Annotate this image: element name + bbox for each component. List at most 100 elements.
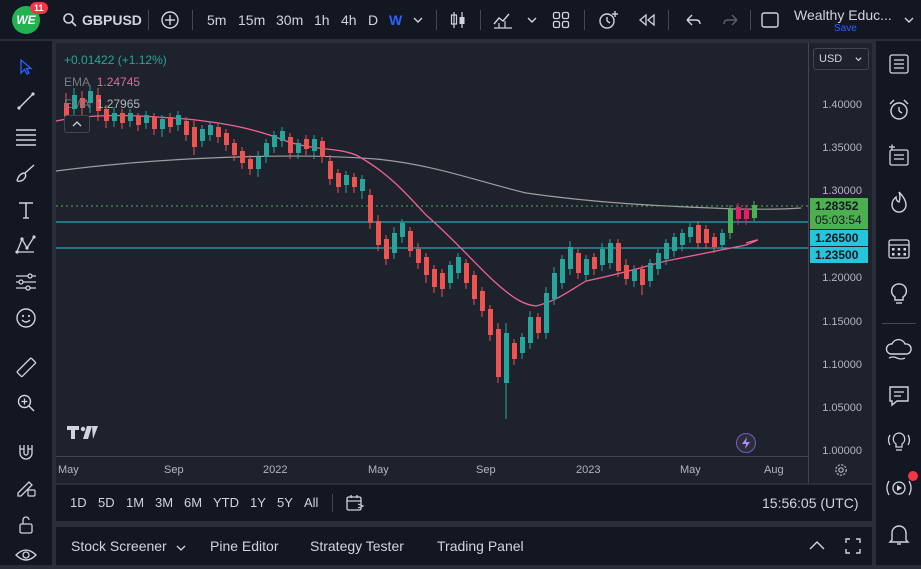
- cursor-tool[interactable]: [12, 53, 40, 81]
- range-1y[interactable]: 1Y: [250, 495, 266, 510]
- emoji-tool[interactable]: [12, 304, 40, 332]
- price-plot-area[interactable]: +0.01422 (+1.12%) EMA 1.24745 EMA 1.2796…: [56, 43, 808, 456]
- timeframe-4h[interactable]: 4h: [341, 12, 357, 28]
- chat-icon: [889, 386, 909, 407]
- replay-button[interactable]: [637, 0, 657, 40]
- watchlist-button[interactable]: [884, 49, 914, 79]
- range-all[interactable]: All: [304, 495, 319, 510]
- broadcast-bulb-icon: [887, 432, 911, 451]
- redo-button[interactable]: [722, 0, 740, 40]
- grid-layout-icon: [552, 11, 570, 29]
- tab-trading-panel[interactable]: Trading Panel: [437, 538, 524, 554]
- save-label[interactable]: Save: [834, 22, 857, 34]
- account-name: Wealthy Educ...: [794, 6, 892, 23]
- prediction-tool[interactable]: [12, 268, 40, 296]
- range-1m[interactable]: 1M: [126, 495, 145, 510]
- event-marker[interactable]: [736, 433, 756, 453]
- fullscreen-button[interactable]: [760, 0, 780, 40]
- streams-button[interactable]: [884, 335, 914, 365]
- replay-trading-button[interactable]: [884, 471, 918, 503]
- calendar-icon: [888, 239, 910, 259]
- layout-button[interactable]: [552, 0, 570, 40]
- brush-tool[interactable]: [12, 159, 40, 187]
- alert-button[interactable]: [597, 0, 619, 40]
- pattern-tool[interactable]: [12, 231, 40, 259]
- gear-icon: [835, 464, 847, 476]
- range-3m[interactable]: 3M: [155, 495, 174, 510]
- measure-tool[interactable]: [12, 353, 40, 381]
- notifications-button[interactable]: [884, 519, 914, 549]
- ideas-button[interactable]: [884, 279, 914, 309]
- layout-dropdown[interactable]: [903, 0, 915, 40]
- text-tool[interactable]: [12, 196, 40, 224]
- timeframe-5m[interactable]: 5m: [207, 12, 227, 28]
- zoom-tool[interactable]: [12, 389, 40, 417]
- pine-button[interactable]: [884, 427, 914, 457]
- magnet-tool[interactable]: [12, 438, 40, 466]
- alerts-button[interactable]: [884, 95, 914, 125]
- goto-date-button[interactable]: [345, 493, 365, 518]
- drawing-mode-tool[interactable]: [12, 473, 40, 501]
- fib-tool[interactable]: [12, 123, 40, 151]
- price-axis[interactable]: USD 1.40000 1.35000 1.30000 1.20000 1.15…: [808, 43, 872, 483]
- timeframe-d[interactable]: D: [368, 12, 379, 28]
- hotlists-button[interactable]: [884, 187, 914, 217]
- range-5d[interactable]: 5D: [98, 495, 115, 510]
- chevron-down-icon: [527, 17, 537, 23]
- search-icon: [63, 13, 77, 27]
- timeframe-30m[interactable]: 30m: [276, 12, 304, 28]
- trendline-icon: [17, 92, 35, 110]
- layout-name-button[interactable]: Wealthy Educ... Save: [794, 0, 892, 40]
- indicators-dropdown[interactable]: [526, 0, 538, 40]
- symbol-search[interactable]: GBPUSD: [62, 0, 142, 40]
- price-change: +0.01422 (+1.12%): [64, 53, 167, 67]
- timeframe-w[interactable]: W: [389, 12, 403, 28]
- calendar-button[interactable]: [884, 233, 914, 263]
- tradingview-logo[interactable]: [66, 423, 100, 446]
- play-waves-icon: [886, 480, 912, 496]
- indicators-button[interactable]: [492, 0, 514, 40]
- plus-circle-icon: [161, 11, 179, 29]
- lock-drawings-tool[interactable]: [12, 511, 40, 539]
- undo-button[interactable]: [684, 0, 702, 40]
- level-tag-lower: 1.23500: [810, 247, 868, 263]
- timeframe-dropdown[interactable]: [412, 0, 424, 40]
- tab-strategy-tester[interactable]: Strategy Tester: [310, 538, 404, 554]
- drawing-toolbar: [0, 41, 52, 565]
- tab-stock-screener[interactable]: Stock Screener: [71, 538, 167, 554]
- level-tag-upper: 1.26500: [810, 230, 868, 246]
- range-6m[interactable]: 6M: [184, 495, 203, 510]
- zoom-in-icon: [17, 394, 35, 412]
- currency-selector[interactable]: USD: [813, 48, 869, 70]
- collapse-legend-button[interactable]: [64, 115, 90, 133]
- timeframe-15m[interactable]: 15m: [238, 12, 266, 28]
- trendline-tool[interactable]: [12, 87, 40, 115]
- bell-icon: [888, 525, 910, 545]
- ema2-value: 1.27965: [96, 97, 141, 111]
- utc-clock[interactable]: 15:56:05 (UTC): [762, 495, 859, 511]
- range-5y[interactable]: 5Y: [277, 495, 293, 510]
- chats-button[interactable]: [884, 381, 914, 411]
- candlestick-chart: [56, 85, 808, 419]
- stock-screener-dropdown[interactable]: [176, 540, 186, 558]
- collapse-panel-button[interactable]: [808, 538, 826, 557]
- hide-drawings-tool[interactable]: [12, 541, 40, 569]
- rewind-icon: [638, 13, 655, 27]
- maximize-icon: [845, 538, 861, 554]
- chart-legend: +0.01422 (+1.12%) EMA 1.24745 EMA 1.2796…: [64, 53, 167, 133]
- bottom-panel-tabs: Stock Screener Pine Editor Strategy Test…: [56, 527, 872, 565]
- timeframe-1h[interactable]: 1h: [314, 12, 330, 28]
- data-window-button[interactable]: [884, 141, 914, 171]
- chart-type-button[interactable]: [448, 0, 468, 40]
- compare-add-button[interactable]: [160, 0, 180, 40]
- chart-pane[interactable]: +0.01422 (+1.12%) EMA 1.24745 EMA 1.2796…: [56, 43, 872, 483]
- list-icon: [889, 54, 909, 74]
- range-ytd[interactable]: YTD: [213, 495, 239, 510]
- time-axis[interactable]: May Sep 2022 May Sep 2023 May Aug: [56, 456, 808, 483]
- pencil-lock-icon: [17, 481, 36, 497]
- current-price-tag: 1.28352 05:03:54: [810, 198, 868, 229]
- chart-settings-button[interactable]: [834, 463, 848, 482]
- range-1d[interactable]: 1D: [70, 495, 87, 510]
- tab-pine-editor[interactable]: Pine Editor: [210, 538, 279, 554]
- maximize-panel-button[interactable]: [844, 537, 862, 560]
